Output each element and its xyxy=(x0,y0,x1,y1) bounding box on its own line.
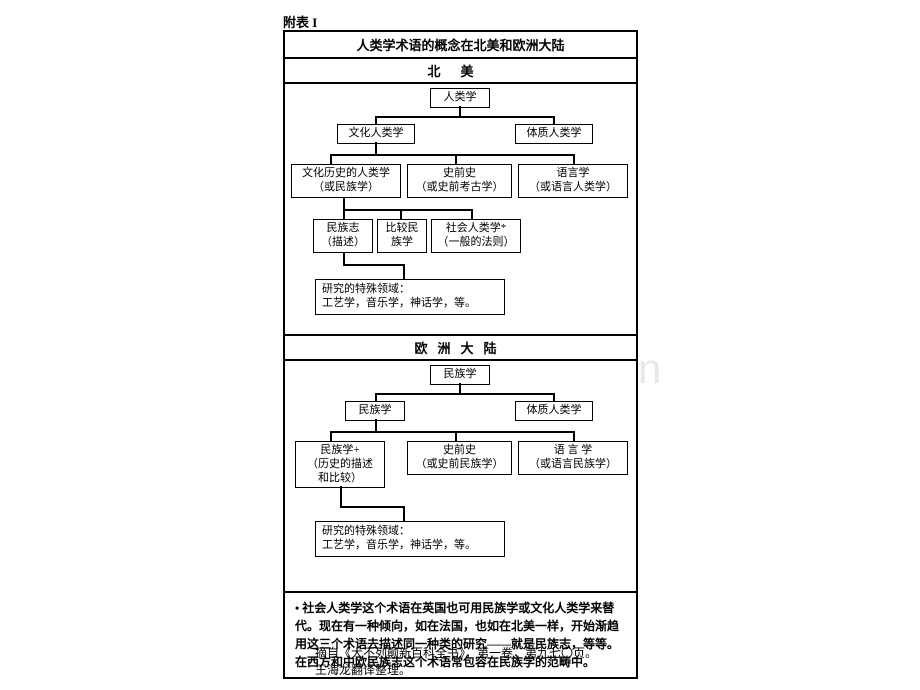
node-na-bottom: 研究的特殊领域： 工艺学，音乐学，神话学，等。 xyxy=(315,279,505,315)
edge xyxy=(459,106,461,116)
edge xyxy=(343,264,403,266)
node-na-l3c: 社会人类学* （一般的法则） xyxy=(431,219,521,253)
node-eu-l2b: 史前史 （或史前民族学） xyxy=(407,441,512,475)
edge xyxy=(553,116,555,124)
chart-eu: 民族学 民族学 体质人类学 民族学+ （历史的描述 和比较） 史前史 （或史前民… xyxy=(285,361,636,593)
diagram-container: 人类学术语的概念在北美和欧洲大陆 北美 人类学 文化人类学 体质人类学 文化历史… xyxy=(283,30,638,679)
node-eu-l2a: 民族学+ （历史的描述 和比较） xyxy=(295,441,385,488)
edge xyxy=(330,154,575,156)
edge xyxy=(573,431,575,441)
edge xyxy=(553,393,555,401)
node-na-l2a: 文化历史的人类学 （或民族学） xyxy=(291,164,401,198)
edge xyxy=(400,209,402,219)
edge xyxy=(330,431,332,441)
edge xyxy=(459,383,461,393)
edge xyxy=(403,264,405,279)
main-title: 人类学术语的概念在北美和欧洲大陆 xyxy=(285,32,636,59)
edge xyxy=(375,393,377,401)
edge xyxy=(375,116,555,118)
edge xyxy=(375,419,377,431)
edge xyxy=(330,154,332,164)
edge xyxy=(573,154,575,164)
node-na-l1a: 文化人类学 xyxy=(337,124,415,144)
node-eu-l2c: 语 言 学 （或语言民族学） xyxy=(518,441,628,475)
edge xyxy=(471,209,473,219)
edge xyxy=(375,116,377,124)
edge xyxy=(403,506,405,521)
edge xyxy=(375,393,555,395)
edge xyxy=(330,431,575,433)
source-line1: 摘自《大不列颠新百科全书》，第一卷，第九七〇页。 xyxy=(315,645,597,662)
page-label: 附表 I xyxy=(283,12,317,31)
node-na-l3a: 民族志 （描述） xyxy=(313,219,373,253)
node-na-l2b: 史前史 （或史前考古学） xyxy=(407,164,512,198)
edge xyxy=(375,142,377,154)
region-na: 北美 xyxy=(285,59,636,84)
edge xyxy=(343,209,345,219)
node-eu-l1b: 体质人类学 xyxy=(515,401,593,421)
node-na-l3b: 比较民 族学 xyxy=(377,219,427,253)
edge xyxy=(343,209,473,211)
node-na-l1b: 体质人类学 xyxy=(515,124,593,144)
edge xyxy=(455,154,457,164)
edge xyxy=(340,506,405,508)
chart-na: 人类学 文化人类学 体质人类学 文化历史的人类学 （或民族学） 史前史 （或史前… xyxy=(285,84,636,336)
node-eu-l1a: 民族学 xyxy=(345,401,405,421)
region-eu: 欧洲大陆 xyxy=(285,336,636,361)
source-line2: 王海龙翻译整理。 xyxy=(315,662,411,679)
node-eu-bottom: 研究的特殊领域： 工艺学，音乐学，神话学，等。 xyxy=(315,521,505,557)
edge xyxy=(343,197,345,209)
edge xyxy=(455,431,457,441)
edge xyxy=(343,252,345,264)
node-eu-root: 民族学 xyxy=(430,365,490,385)
node-na-root: 人类学 xyxy=(430,88,490,108)
node-na-l2c: 语言学 （或语言人类学） xyxy=(518,164,628,198)
edge xyxy=(340,486,342,506)
